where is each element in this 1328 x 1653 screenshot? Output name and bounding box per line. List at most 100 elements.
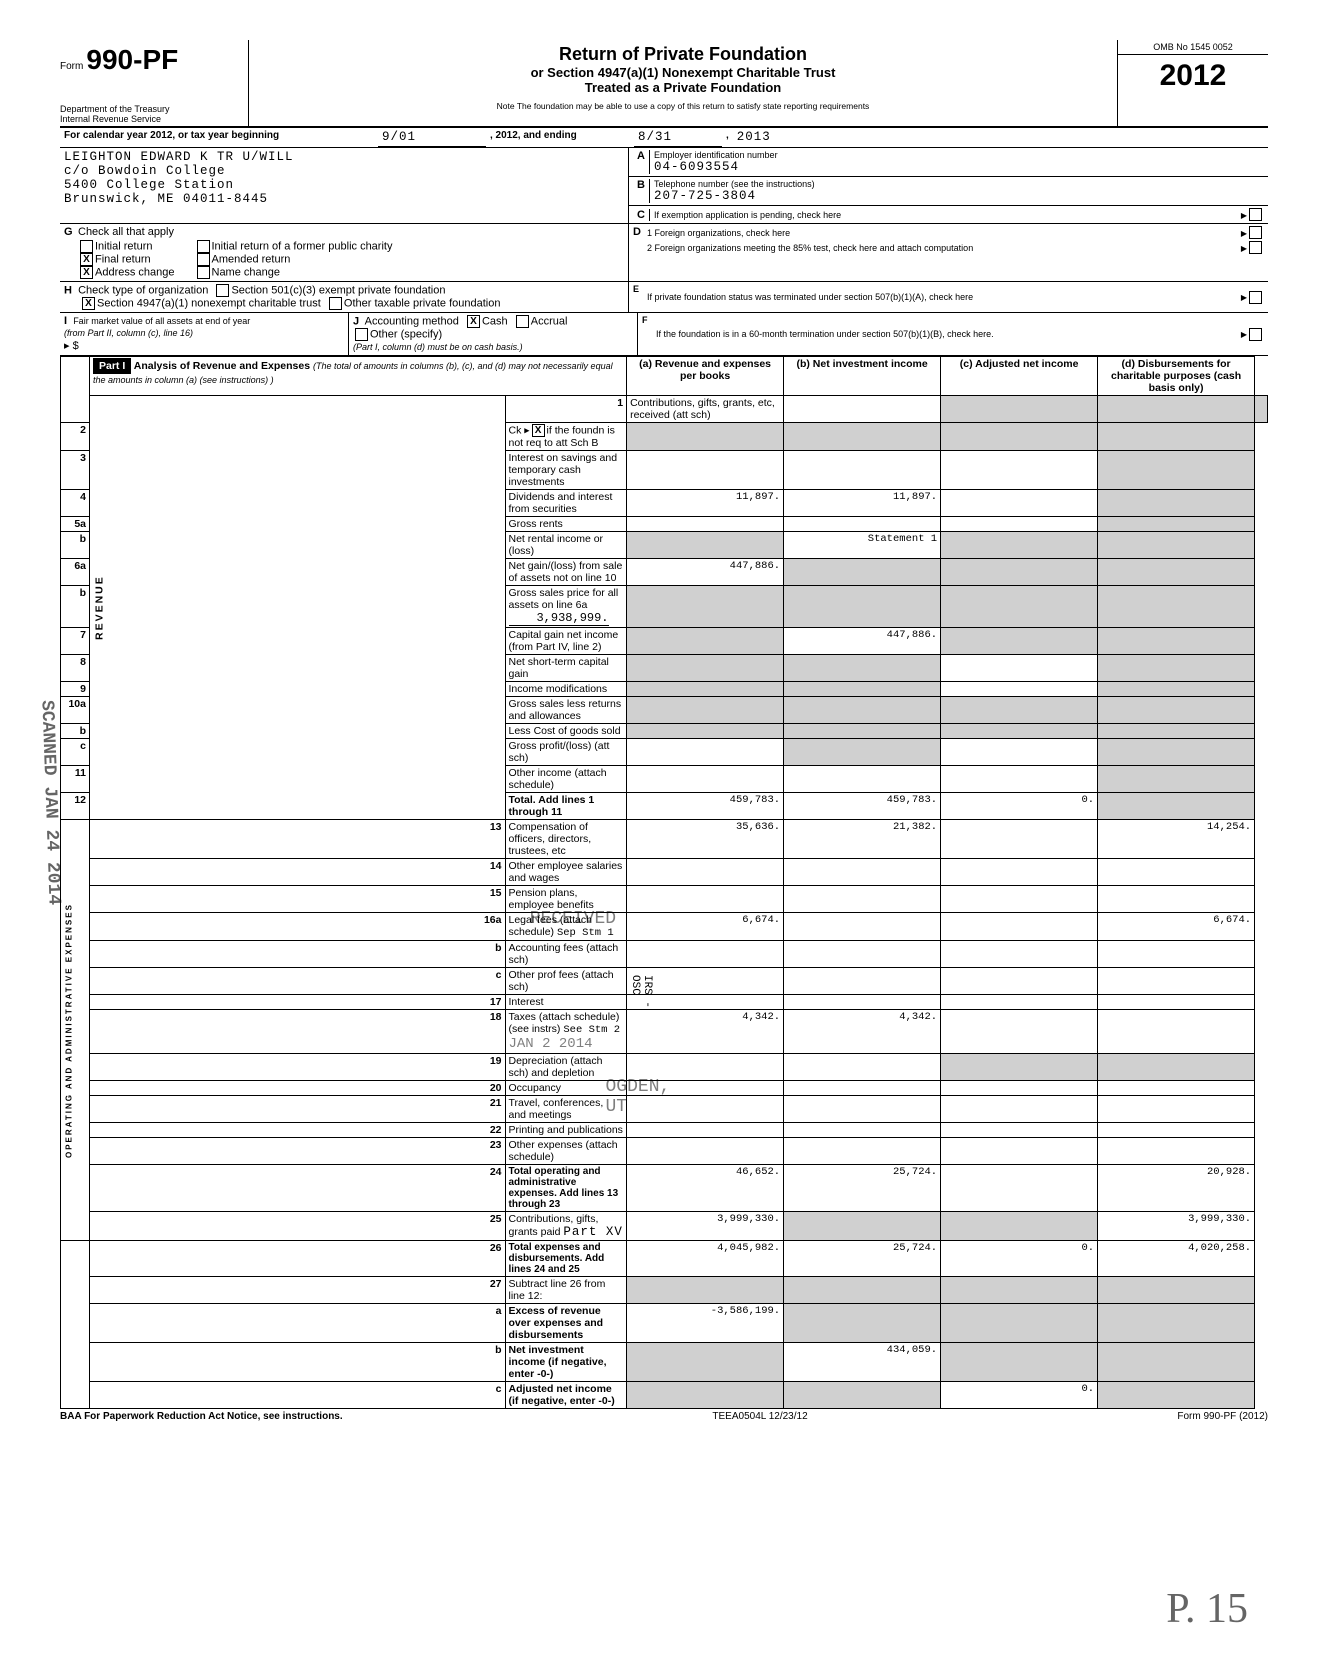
part1-label: Part I [93,358,131,374]
l25-extra: Part XV [563,1225,623,1239]
box-b-letter: B [633,179,650,203]
h-501c3-checkbox[interactable] [216,284,229,297]
j-note: (Part I, column (d) must be on cash basi… [353,342,523,352]
d1-checkbox[interactable] [1249,226,1262,239]
g-namechg-checkbox[interactable] [197,266,210,279]
form-subtitle1: or Section 4947(a)(1) Nonexempt Charitab… [257,65,1109,80]
footer-form: Form 990-PF (2012) [1177,1411,1268,1422]
period-end: 8/31 [634,128,722,147]
g-amended-checkbox[interactable] [197,253,210,266]
l27c-c: 0. [941,1382,1098,1409]
period-row: For calendar year 2012, or tax year begi… [60,128,1268,148]
j-accrual-checkbox[interactable] [516,315,529,328]
box-i-letter: I [64,315,67,327]
g-initial: Initial return [95,240,152,252]
e-checkbox[interactable] [1249,291,1262,304]
l5b-b: Statement 1 [784,532,941,559]
arrow-icon [1239,329,1247,339]
g-amended: Amended return [212,253,291,265]
g-former: Initial return of a former public charit… [212,240,393,252]
h-other-checkbox[interactable] [329,297,342,310]
l6b-val: 3,938,999. [509,611,609,626]
l26-d: 4,020,258. [1098,1241,1255,1277]
side-expenses: OPERATING AND ADMINISTRATIVE EXPENSES [61,820,90,1241]
l16a-d: 6,674. [1098,913,1255,941]
l12-b: 459,783. [784,793,941,820]
d2-label: 2 Foreign organizations meeting the 85% … [647,243,1239,253]
osc-stamp: IRS - OSC [629,975,653,1009]
f-checkbox[interactable] [1249,328,1262,341]
box-c-checkbox[interactable] [1249,208,1262,221]
l3: Interest on savings and temporary cash i… [505,451,627,490]
d2-checkbox[interactable] [1249,241,1262,254]
h-4947-checkbox[interactable]: X [82,297,95,310]
g-initial-checkbox[interactable] [80,240,93,253]
ein-label: Employer identification number [654,150,1264,160]
l1: Contributions, gifts, grants, etc, recei… [627,396,784,423]
dept-label: Department of the Treasury Internal Reve… [60,104,240,124]
l23: Other expenses (attach schedule) [505,1138,627,1165]
j-other-checkbox[interactable] [355,328,368,341]
l26-b: 25,724. [784,1241,941,1277]
l16b: Accounting fees (attach sch) [505,941,627,968]
l10c: Gross profit/(loss) (att sch) [505,739,627,766]
l25-d: 3,999,330. [1098,1212,1255,1241]
phone-label: Telephone number (see the instructions) [654,179,1264,189]
l24: Total operating and administrative expen… [505,1165,627,1212]
j-other: Other (specify) [370,328,442,340]
l18-b: 4,342. [784,1010,941,1054]
form-note: Note The foundation may be able to use a… [257,101,1109,111]
l26-c: 0. [941,1241,1098,1277]
i-arrow: ▸ $ [64,340,79,352]
g-final: Final return [95,253,151,265]
form-title: Return of Private Foundation [257,44,1109,65]
h-label: Check type of organization [78,284,208,296]
period-label: For calendar year 2012, or tax year begi… [60,128,378,147]
section-i-j-f: I Fair market value of all assets at end… [60,313,1268,356]
box-c-letter: C [633,209,650,221]
l5a: Gross rents [505,517,627,532]
ogden-stamp: OGDEN, UT [606,1077,671,1117]
l27a-a: -3,586,199. [627,1304,784,1343]
g-address-checkbox[interactable]: X [80,266,93,279]
period-mid: , 2012, and ending [486,128,634,147]
section-h-e: H Check type of organization Section 501… [60,282,1268,313]
l14: Other employee salaries and wages [505,859,627,886]
l12-a: 459,783. [627,793,784,820]
l4: Dividends and interest from securities [505,490,627,517]
col-b-header: (b) Net investment income [784,357,941,396]
j-label: Accounting method [365,315,459,327]
l12: Total. Add lines 1 through 11 [505,793,627,820]
l2: Ck ▸ [509,424,530,436]
arrow-icon [1239,243,1247,253]
l4-a: 11,897. [627,490,784,517]
g-former-checkbox[interactable] [197,240,210,253]
l26: Total expenses and disbursements. Add li… [505,1241,627,1277]
l24-b: 25,724. [784,1165,941,1212]
l10a: Gross sales less returns and allowances [505,697,627,724]
l2-checkbox[interactable]: X [532,424,545,437]
l11: Other income (attach schedule) [505,766,627,793]
l9: Income modifications [505,682,627,697]
j-cash: Cash [482,315,508,327]
col-a-header: (a) Revenue and expenses per books [627,357,784,396]
received-stamp: RECEIVED [530,909,616,929]
l6a: Net gain/(loss) from sale of assets not … [505,559,627,586]
form-number: 990-PF [86,44,178,75]
g-final-checkbox[interactable]: X [80,253,93,266]
box-a-letter: A [633,150,650,174]
g-namechg: Name change [212,266,281,278]
j-cash-checkbox[interactable]: X [467,315,480,328]
h-opt3: Other taxable private foundation [344,297,501,309]
l17: Interest [505,995,627,1010]
j-accrual: Accrual [531,315,568,327]
g-address: Address change [95,266,175,278]
identity-block: LEIGHTON EDWARD K TR U/WILL c/o Bowdoin … [60,148,1268,224]
footer-code: TEEA0504L 12/23/12 [712,1411,807,1422]
l6a-a: 447,886. [627,559,784,586]
filer-addr2: Brunswick, ME 04011-8445 [64,192,624,206]
l4-b: 11,897. [784,490,941,517]
col-c-header: (c) Adjusted net income [941,357,1098,396]
l10b: Less Cost of goods sold [505,724,627,739]
form-header: Form 990-PF Department of the Treasury I… [60,40,1268,128]
